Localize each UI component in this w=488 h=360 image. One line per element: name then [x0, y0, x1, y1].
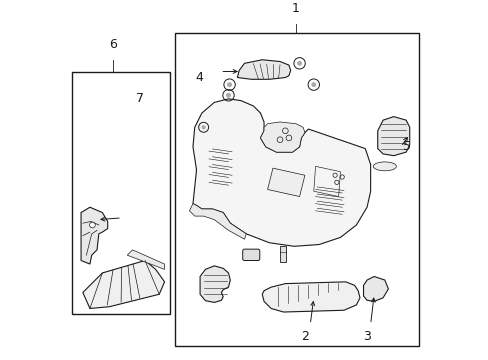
Polygon shape	[260, 122, 305, 152]
Polygon shape	[193, 99, 370, 246]
Text: 1: 1	[291, 3, 299, 15]
Polygon shape	[267, 168, 305, 197]
Text: 5: 5	[402, 140, 410, 153]
Text: 3: 3	[363, 330, 370, 343]
Circle shape	[297, 61, 302, 66]
Bar	[175, 33, 418, 346]
Polygon shape	[377, 117, 409, 156]
FancyBboxPatch shape	[242, 249, 259, 261]
Circle shape	[89, 222, 95, 228]
Circle shape	[311, 82, 316, 87]
Bar	[72, 72, 169, 314]
Polygon shape	[189, 204, 246, 239]
Ellipse shape	[372, 162, 396, 171]
Polygon shape	[82, 261, 164, 309]
Text: 6: 6	[109, 38, 117, 51]
Circle shape	[201, 125, 205, 129]
Text: 4: 4	[195, 71, 203, 84]
Polygon shape	[200, 266, 230, 302]
Bar	[280, 246, 286, 262]
Text: 2: 2	[300, 330, 308, 343]
Polygon shape	[81, 207, 107, 264]
Circle shape	[225, 93, 230, 98]
Polygon shape	[262, 282, 359, 312]
Circle shape	[226, 82, 232, 87]
Polygon shape	[363, 276, 387, 301]
Polygon shape	[127, 250, 164, 269]
Polygon shape	[237, 60, 290, 79]
Text: 7: 7	[136, 93, 144, 105]
